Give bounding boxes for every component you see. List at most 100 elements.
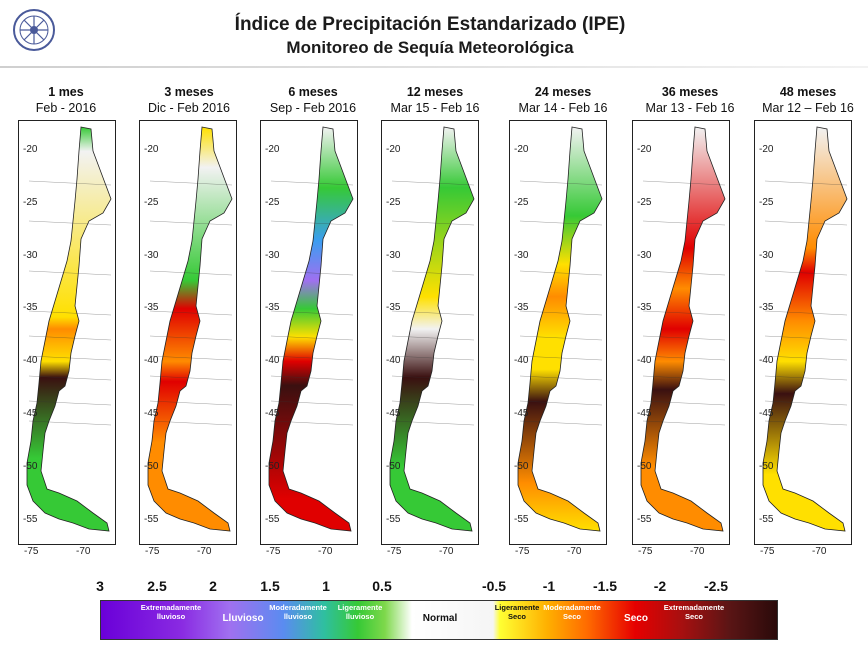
latitude-tick-label: -45	[23, 408, 38, 419]
region-boundary	[391, 335, 475, 341]
region-boundary	[642, 270, 726, 276]
chile-map	[26, 126, 112, 532]
latitude-tick-label: -40	[514, 355, 529, 367]
colorbar-tick: -1.5	[592, 578, 618, 594]
region-boundary	[149, 335, 233, 341]
colorbar-tick: -2.5	[703, 578, 729, 594]
spi-map-panel	[381, 120, 479, 545]
category-line1: Extremadamente	[663, 603, 725, 612]
longitude-tick-label: -70	[197, 546, 212, 557]
colorbar-category-label: Extremadamente Seco	[664, 603, 724, 621]
panel-header: 1 mes Feb - 2016	[4, 84, 128, 116]
panel-dates: Mar 14 - Feb 16	[518, 101, 608, 115]
colorbar-category-label: Extremadamente lluvioso	[141, 603, 201, 621]
latitude-tick-label: -35	[514, 302, 529, 314]
latitude-tick-label: -55	[23, 513, 38, 525]
longitude-tick-label: -75	[387, 546, 402, 557]
colorbar-tick: 1.5	[260, 578, 280, 594]
colorbar-tick: 3	[96, 578, 104, 594]
latitude-tick-label: -55	[514, 513, 529, 525]
latitude-tick-label: -50	[144, 460, 159, 472]
panel-header: 24 meses Mar 14 - Feb 16	[501, 84, 625, 116]
latitude-tick-label: -45	[759, 408, 774, 419]
latitude-tick-label: -35	[23, 302, 38, 314]
latitude-tick-label: -25	[23, 196, 38, 208]
country-shape	[640, 126, 726, 532]
region-boundary	[270, 420, 354, 426]
latitude-tick-label: -50	[637, 460, 652, 472]
region-boundary	[764, 335, 848, 341]
panel-period: 36 meses	[661, 85, 719, 99]
latitude-tick-label: -35	[637, 302, 652, 314]
region-boundary	[391, 180, 475, 186]
latitude-tick-label: -30	[144, 249, 159, 261]
latitude-tick-label: -45	[265, 408, 280, 419]
region-boundary	[149, 420, 233, 426]
category-line1: Moderadamente	[543, 603, 601, 612]
panel-header: 12 meses Mar 15 - Feb 16	[373, 84, 497, 116]
region-boundary	[391, 310, 475, 316]
colorbar-tick: -1	[542, 578, 556, 594]
latitude-tick-label: -20	[144, 144, 159, 155]
latitude-tick-label: -40	[759, 355, 774, 367]
colorbar-category-label: Lluvioso	[222, 614, 263, 624]
region-boundary	[149, 310, 233, 316]
latitude-tick-label: -20	[759, 144, 774, 155]
colorbar	[100, 600, 778, 640]
latitude-tick-label: -55	[265, 513, 280, 525]
country-shape	[147, 126, 233, 532]
latitude-tick-label: -35	[265, 302, 280, 314]
spi-map-panel	[260, 120, 358, 545]
category-line2: lluvioso	[345, 612, 375, 621]
region-boundary	[149, 270, 233, 276]
longitude-tick-label: -75	[145, 546, 160, 557]
longitude-tick-label: -70	[439, 546, 454, 557]
chile-map	[517, 126, 603, 532]
panel-dates: Mar 12 – Feb 16	[762, 101, 854, 115]
region-boundary	[28, 420, 112, 426]
region-boundary	[764, 355, 848, 361]
longitude-tick-label: -70	[812, 546, 827, 557]
page-subtitle: Monitoreo de Sequía Meteorológica	[286, 38, 574, 57]
region-boundary	[519, 375, 603, 381]
region-boundary	[270, 180, 354, 186]
panel-dates: Feb - 2016	[35, 101, 97, 115]
latitude-tick-label: -25	[514, 196, 529, 208]
latitude-tick-label: -45	[386, 408, 401, 419]
region-boundary	[270, 400, 354, 406]
latitude-tick-label: -40	[637, 355, 652, 367]
region-boundary	[642, 310, 726, 316]
region-boundary	[149, 375, 233, 381]
region-boundary	[519, 310, 603, 316]
chile-map	[762, 126, 848, 532]
latitude-tick-label: -55	[637, 513, 652, 525]
region-boundary	[270, 335, 354, 341]
spi-map-panel	[139, 120, 237, 545]
spi-map-panel	[754, 120, 852, 545]
colorbar-tick: -0.5	[481, 578, 507, 594]
country-shape	[26, 126, 112, 532]
category-line1: Seco	[624, 613, 648, 624]
region-boundary	[270, 270, 354, 276]
header-divider	[0, 66, 868, 68]
region-boundary	[270, 220, 354, 226]
latitude-tick-label: -25	[637, 196, 652, 208]
latitude-tick-label: -45	[637, 408, 652, 419]
panel-period: 3 meses	[164, 85, 214, 99]
region-boundary	[149, 355, 233, 361]
region-boundary	[642, 335, 726, 341]
region-boundary	[149, 220, 233, 226]
panel-period: 48 meses	[779, 85, 837, 99]
region-boundary	[28, 270, 112, 276]
spi-map-panel	[509, 120, 607, 545]
category-line1: Moderadamente	[269, 603, 327, 612]
region-boundary	[28, 375, 112, 381]
colorbar-tick: 0.5	[372, 578, 392, 594]
colorbar-category-label: Normal	[423, 614, 457, 624]
panel-header: 36 meses Mar 13 - Feb 16	[628, 84, 752, 116]
panel-period: 24 meses	[534, 85, 592, 99]
latitude-tick-label: -40	[265, 355, 280, 367]
region-boundary	[642, 400, 726, 406]
region-boundary	[28, 400, 112, 406]
latitude-tick-label: -20	[265, 144, 280, 155]
